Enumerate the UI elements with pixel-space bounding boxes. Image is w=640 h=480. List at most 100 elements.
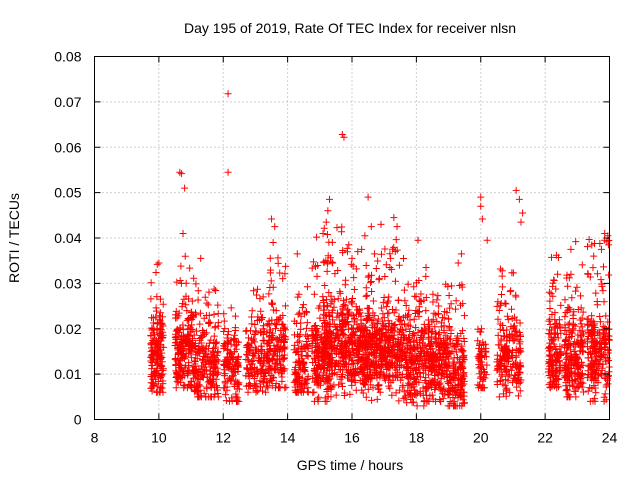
data-point [315,362,323,370]
data-point [588,329,596,337]
chart-title: Day 195 of 2019, Rate Of TEC Index for r… [184,20,516,36]
data-point [293,375,301,383]
data-point [339,343,347,351]
data-point [378,360,386,368]
data-point [366,366,374,374]
data-point [552,251,560,259]
data-point [381,245,389,253]
data-point [381,272,389,280]
data-point [201,360,209,368]
data-point [546,347,554,355]
data-point [338,379,346,387]
data-point [405,335,413,343]
data-point [342,359,350,367]
data-point [174,379,182,387]
data-point [252,380,260,388]
data-point [330,303,338,311]
data-point [404,375,412,383]
data-point [496,325,504,333]
data-point [566,381,574,389]
data-point [395,312,403,320]
data-point [221,391,229,399]
data-point [577,292,585,300]
data-point [390,243,398,251]
data-point [300,360,308,368]
data-point [279,311,287,319]
data-point [426,340,434,348]
data-point [373,395,381,403]
data-point [567,346,575,354]
data-point [312,370,320,378]
data-point [367,278,375,286]
data-point [411,292,419,300]
data-point [274,315,282,323]
data-point [299,301,307,309]
data-point [191,374,199,382]
data-point [379,330,387,338]
data-point [395,296,403,304]
data-point [454,383,462,391]
data-point [310,290,318,298]
data-point [213,356,221,364]
data-point [303,319,311,327]
data-point [329,341,337,349]
data-point [351,316,359,324]
data-point [578,371,586,379]
data-point [191,381,199,389]
data-point [401,320,409,328]
data-point [214,301,222,309]
y-tick-label: 0.04 [54,230,81,246]
data-point [347,260,355,268]
data-point [545,288,553,296]
data-point [500,332,508,340]
data-point [158,354,166,362]
data-point [388,391,396,399]
data-point [296,309,304,317]
data-point [566,353,574,361]
data-point [198,362,206,370]
data-point [496,341,504,349]
data-point [257,329,265,337]
data-point [271,347,279,355]
data-point [394,349,402,357]
data-point [335,312,343,320]
data-point [324,364,332,372]
data-point [308,264,316,272]
data-point [210,332,218,340]
data-point [460,399,468,407]
data-point [605,335,613,343]
data-point [342,339,350,347]
data-point [497,355,505,363]
data-point [546,304,554,312]
data-point [546,356,554,364]
data-point [262,388,270,396]
data-point [176,344,184,352]
data-point [312,352,320,360]
data-point [415,338,423,346]
data-point [257,357,265,365]
data-point [447,326,455,334]
data-point [499,390,507,398]
data-point [203,373,211,381]
data-point [321,394,329,402]
data-point [592,289,600,297]
data-point [476,328,484,336]
axis-ticks [94,56,610,420]
data-point [546,297,554,305]
data-point [150,337,158,345]
data-point [494,298,502,306]
data-point [173,377,181,385]
data-point [179,332,187,340]
data-point [493,378,501,386]
data-point [391,277,399,285]
data-point [156,295,164,303]
data-point [363,326,371,334]
data-point [313,233,321,241]
data-point [425,341,433,349]
data-point [548,253,556,261]
data-point [341,301,349,309]
data-point [292,369,300,377]
data-point [401,297,409,305]
data-point [291,371,299,379]
data-point [175,346,183,354]
